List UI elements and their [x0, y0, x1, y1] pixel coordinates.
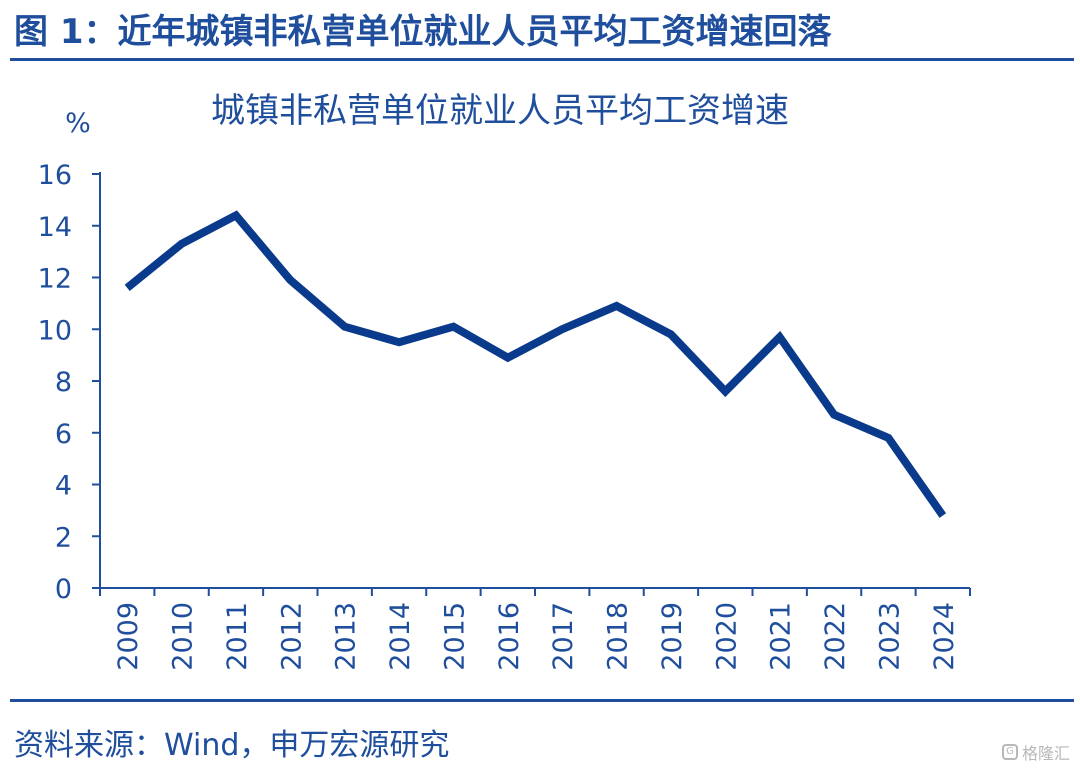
y-tick-label: 16 [38, 160, 72, 191]
watermark: G 格隆汇 [1001, 740, 1070, 764]
x-tick-label: 2022 [820, 602, 851, 671]
series-line [124, 210, 947, 518]
x-tick-label: 2016 [494, 602, 525, 671]
y-tick-label: 12 [38, 264, 72, 295]
watermark-logo-icon: G [1001, 744, 1018, 760]
x-tick-label: 2020 [711, 602, 742, 671]
x-tick-label: 2018 [603, 602, 634, 671]
y-axis-unit: % [65, 108, 91, 139]
y-tick-label: 4 [55, 471, 72, 502]
y-tick-label: 0 [55, 574, 72, 605]
source-note: 资料来源：Wind，申万宏源研究 [14, 728, 450, 763]
x-tick-label: 2021 [766, 602, 797, 671]
watermark-text: 格隆汇 [1021, 744, 1070, 763]
x-tick-label: 2015 [439, 602, 470, 671]
x-axis-ticks: 2009 2010 2011 2012 2013 2014 2015 2016 2017 2018… [99, 588, 971, 671]
x-tick-label: 2011 [222, 602, 253, 671]
series-group [124, 210, 947, 518]
x-tick-label: 2019 [657, 602, 688, 671]
chart-title: 城镇非私营单位就业人员平均工资增速 [211, 91, 789, 131]
y-tick-label: 10 [38, 315, 72, 346]
figure-title: 图 1：近年城镇非私营单位就业人员平均工资增速回落 [14, 12, 832, 52]
x-tick-label: 2024 [929, 602, 960, 671]
x-tick-label: 2012 [276, 602, 307, 671]
y-tick-label: 14 [38, 212, 72, 243]
x-tick-label: 2009 [113, 602, 144, 671]
y-tick-label: 2 [55, 522, 72, 553]
top-rule [10, 58, 1074, 61]
y-tick-label: 8 [55, 367, 72, 398]
y-axis-ticks: 0 2 4 6 8 10 12 14 16 [38, 160, 100, 605]
x-tick-label: 2013 [331, 602, 362, 671]
x-tick-label: 2014 [385, 602, 416, 671]
x-tick-label: 2010 [168, 602, 199, 671]
x-tick-label: 2017 [548, 602, 579, 671]
y-tick-label: 6 [55, 419, 72, 450]
x-tick-label: 2023 [874, 602, 905, 671]
bottom-rule [10, 699, 1074, 702]
